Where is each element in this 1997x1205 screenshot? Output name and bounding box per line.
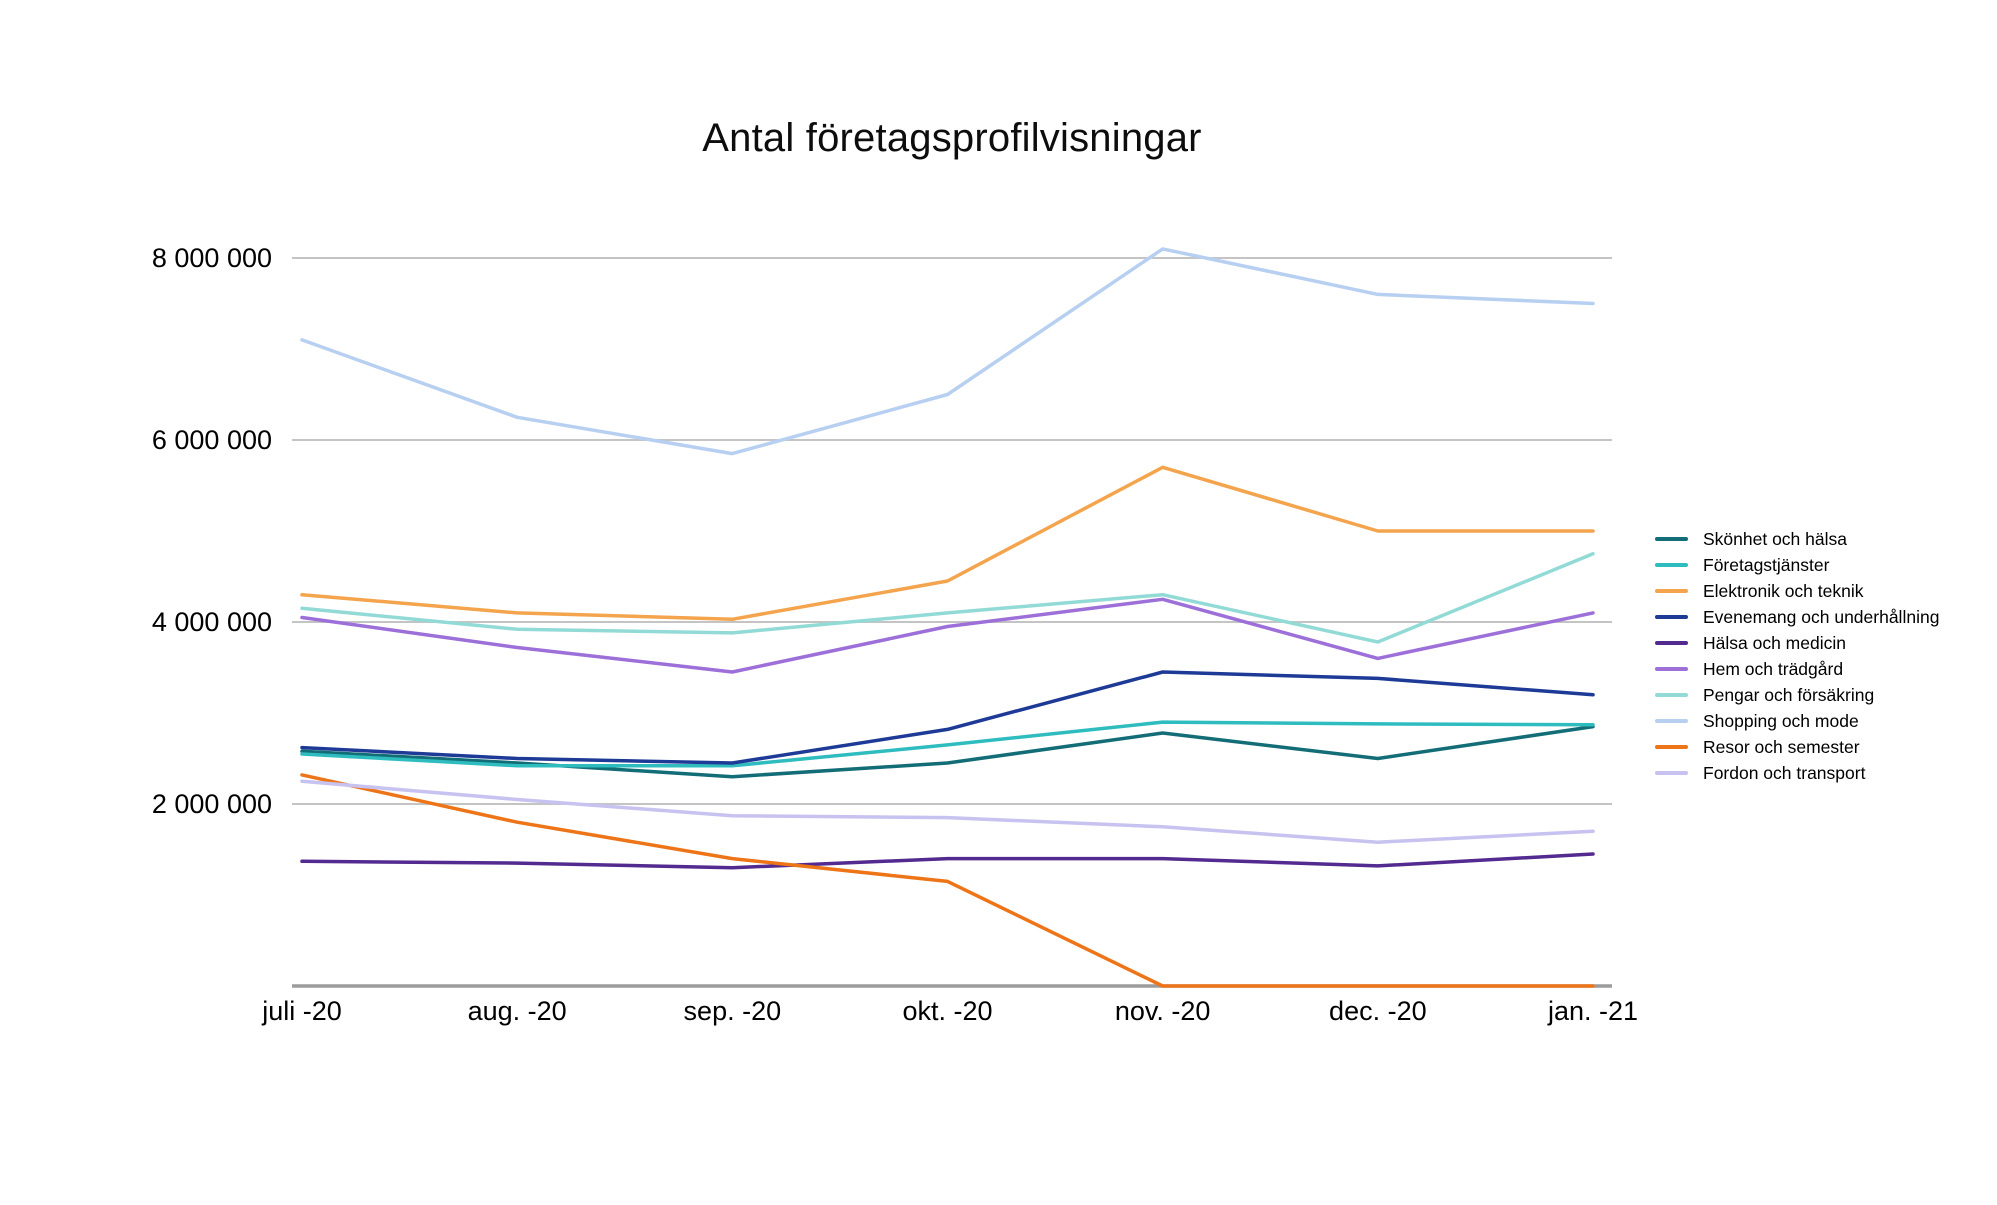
legend-item: Shopping och mode bbox=[1655, 708, 1939, 734]
x-tick-label: nov. -20 bbox=[1114, 996, 1211, 1026]
legend-swatch-icon bbox=[1655, 589, 1688, 593]
legend-item: Hem och trädgård bbox=[1655, 656, 1939, 682]
legend-item: Resor och semester bbox=[1655, 734, 1939, 760]
series-line-sk-nhet-och-h-lsa[interactable] bbox=[300, 724, 1595, 779]
legend-swatch-icon bbox=[1655, 641, 1688, 645]
y-tick-label: 6 000 000 bbox=[151, 425, 272, 455]
series-line-fordon-och-transport[interactable] bbox=[300, 779, 1595, 844]
x-tick-label: dec. -20 bbox=[1329, 996, 1427, 1026]
legend-label: Skönhet och hälsa bbox=[1703, 528, 1847, 549]
x-tick-label: sep. -20 bbox=[683, 996, 782, 1026]
y-tick-label: 8 000 000 bbox=[151, 243, 272, 273]
legend-swatch-icon bbox=[1655, 719, 1688, 723]
y-tick-label: 4 000 000 bbox=[151, 607, 272, 637]
legend-swatch-icon bbox=[1655, 745, 1688, 749]
legend-label: Företagstjänster bbox=[1703, 554, 1830, 575]
legend-label: Hälsa och medicin bbox=[1703, 632, 1846, 653]
series-line-f-retagstj-nster[interactable] bbox=[300, 720, 1595, 768]
series-line-shopping-och-mode[interactable] bbox=[300, 247, 1595, 456]
legend-label: Shopping och mode bbox=[1703, 710, 1859, 731]
legend-item: Evenemang och underhållning bbox=[1655, 604, 1939, 630]
series-line-elektronik-och-teknik[interactable] bbox=[300, 465, 1595, 622]
legend-item: Skönhet och hälsa bbox=[1655, 526, 1939, 552]
chart-title: Antal företagsprofilvisningar bbox=[702, 116, 1202, 160]
legend-swatch-icon bbox=[1655, 693, 1688, 697]
legend-item: Företagstjänster bbox=[1655, 552, 1939, 578]
series-line-h-lsa-och-medicin[interactable] bbox=[300, 852, 1595, 870]
y-tick-label: 2 000 000 bbox=[151, 789, 272, 819]
legend-label: Hem och trädgård bbox=[1703, 658, 1844, 679]
x-tick-label: okt. -20 bbox=[902, 996, 993, 1026]
x-tick-label: jan. -21 bbox=[1547, 996, 1639, 1026]
x-tick-label: aug. -20 bbox=[467, 996, 567, 1026]
legend-item: Hälsa och medicin bbox=[1655, 630, 1939, 656]
series-line-hem-och-tr-dg-rd[interactable] bbox=[300, 597, 1595, 674]
legend-swatch-icon bbox=[1655, 615, 1688, 619]
x-tick-label: juli -20 bbox=[262, 996, 342, 1026]
legend-swatch-icon bbox=[1655, 771, 1688, 775]
legend-label: Elektronik och teknik bbox=[1703, 580, 1864, 601]
legend-label: Pengar och försäkring bbox=[1703, 684, 1875, 705]
legend-label: Resor och semester bbox=[1703, 736, 1860, 757]
chart-legend: Skönhet och hälsa Företagstjänster Elektro… bbox=[1655, 526, 1939, 786]
legend-swatch-icon bbox=[1655, 563, 1688, 567]
legend-item: Pengar och försäkring bbox=[1655, 682, 1939, 708]
series-line-resor-och-semester[interactable] bbox=[300, 773, 1595, 988]
series-line-evenemang-och-underh-llning[interactable] bbox=[300, 670, 1595, 765]
legend-swatch-icon bbox=[1655, 537, 1688, 541]
legend-label: Fordon och transport bbox=[1703, 762, 1866, 783]
legend-swatch-icon bbox=[1655, 667, 1688, 671]
legend-label: Evenemang och underhållning bbox=[1703, 606, 1940, 627]
legend-item: Elektronik och teknik bbox=[1655, 578, 1939, 604]
legend-item: Fordon och transport bbox=[1655, 760, 1939, 786]
series-line-pengar-och-f-rs-kring[interactable] bbox=[300, 552, 1595, 644]
